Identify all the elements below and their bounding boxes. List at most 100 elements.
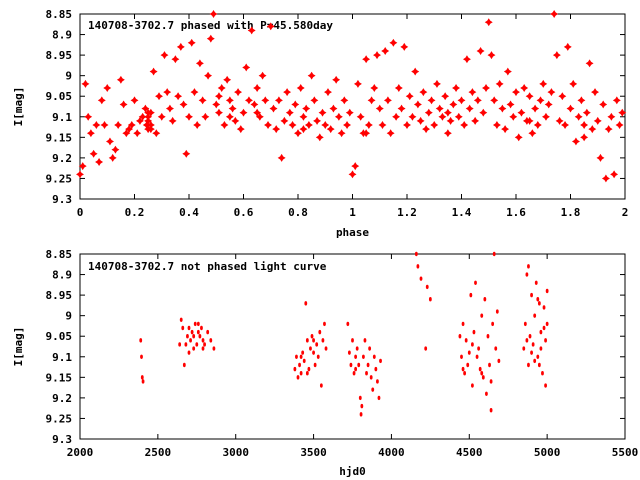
data-point [364,121,373,129]
data-point [362,55,371,64]
data-point [165,104,174,113]
data-point [555,116,564,125]
data-point [397,104,406,113]
data-point [392,112,401,121]
data-point [413,100,422,109]
data-point [522,346,526,351]
data-point [419,276,423,281]
data-point [466,362,470,368]
data-point [547,88,556,97]
data-point [525,272,529,277]
data-point [283,88,292,97]
data-point [571,137,580,146]
data-point [190,329,194,335]
data-point [296,84,305,92]
data-point [585,59,594,68]
data-point [302,358,306,364]
data-point [433,79,441,88]
data-point [476,47,485,55]
data-point [140,354,143,359]
data-point [250,100,259,109]
data-point [206,329,210,335]
data-point [212,346,216,351]
data-point [366,362,370,368]
data-point [78,162,87,171]
data-point [534,280,538,285]
y-axis-label: I[mag] [12,327,25,367]
data-point [291,100,300,109]
data-point [367,96,376,105]
data-point [239,108,248,117]
data-point [196,329,200,335]
data-point [337,129,346,138]
data-point [383,96,392,105]
data-point [428,297,432,302]
data-point [457,96,466,105]
x-tick-label: 5000 [534,446,561,459]
data-point [86,129,95,138]
y-tick-label: 9.3 [52,433,72,446]
data-point [381,47,390,55]
data-point [135,116,144,125]
data-point [458,334,462,339]
data-point [116,75,125,84]
data-point [234,88,243,97]
data-point [394,84,403,92]
data-point [485,391,488,396]
data-point [130,96,139,105]
data-point [545,321,549,327]
y-tick-label: 9.2 [52,152,72,165]
data-point [182,362,186,368]
data-point [225,112,234,121]
data-point [495,309,499,314]
data-point [550,10,559,18]
data-point [449,100,458,109]
data-point [209,338,213,343]
data-point [362,129,371,138]
data-point [389,38,398,47]
data-point [217,84,226,92]
y-tick-label: 9.3 [52,193,72,206]
y-tick-label: 9.25 [46,412,73,425]
data-point [588,125,597,134]
data-point [544,383,547,388]
data-point [288,121,297,129]
y-tick-label: 8.9 [52,269,72,282]
data-point [253,84,262,92]
data-point [371,387,375,392]
data-point [179,317,183,322]
data-point [469,292,473,298]
data-point [354,354,358,359]
data-point [280,116,289,125]
data-point [195,59,204,68]
x-axis-label: phase [336,226,369,239]
data-point [358,395,362,401]
data-point [443,108,452,117]
x-tick-label: 1.4 [452,206,472,219]
data-point [375,104,384,113]
data-point [346,321,350,327]
x-tick-label: 1.6 [506,206,526,219]
data-point [176,42,185,51]
data-point [332,75,341,84]
data-point [527,264,530,269]
data-point [84,112,93,121]
data-point [266,22,275,31]
data-point [351,338,354,343]
data-point [312,338,315,343]
data-point [474,280,477,285]
data-point [258,71,267,80]
data-point [345,108,354,117]
data-point [201,338,205,343]
x-tick-label: 5500 [612,446,639,459]
chart-title: 140708-3702.7 not phased light curve [88,260,327,273]
data-point [533,313,537,318]
data-point [171,55,180,64]
data-point [580,133,589,142]
data-point [414,251,418,257]
data-point [357,362,361,368]
data-point [228,104,237,113]
data-point [482,84,490,92]
plot-frame [79,253,626,440]
data-point [223,75,232,84]
